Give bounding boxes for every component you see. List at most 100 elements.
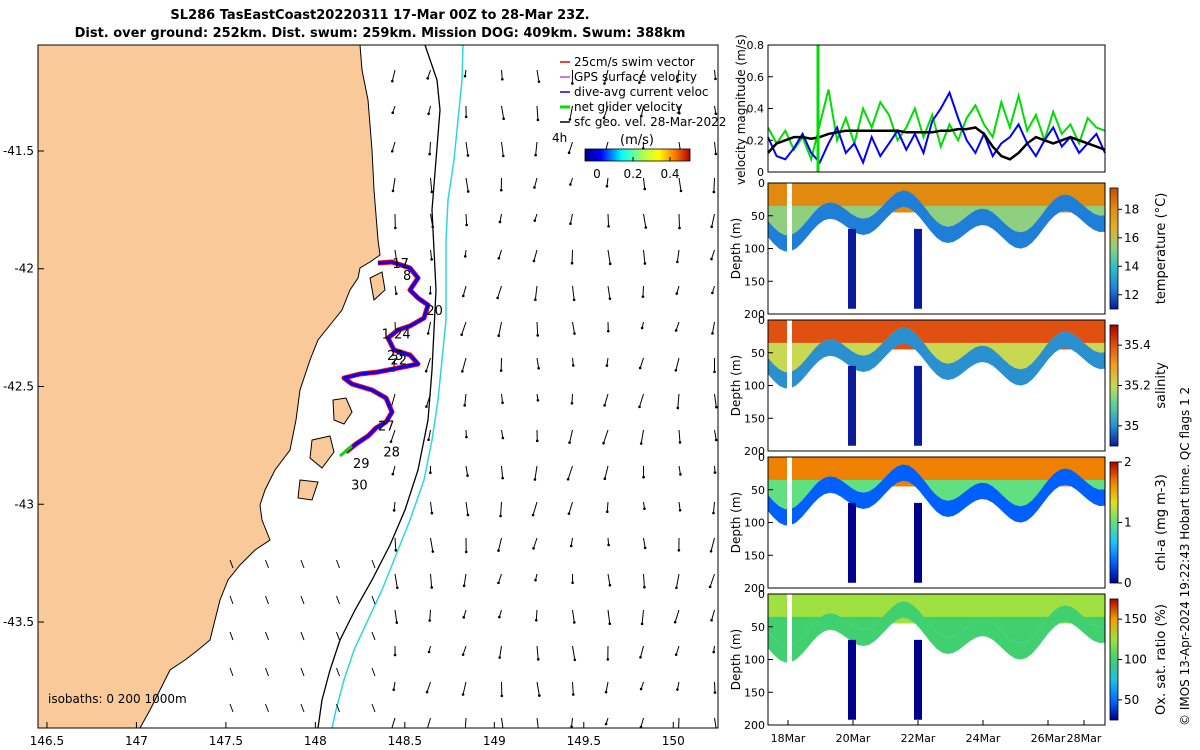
depth-tick-label: 200 [744,582,765,595]
depth-tick-label: 0 [758,588,765,601]
track-day-label: 17 [392,257,409,272]
time-tick-label: 24Mar [966,732,1001,745]
track-day-label: 25 [387,349,404,364]
time-tick-label: 22Mar [901,732,936,745]
depth-tick-label: 150 [744,412,765,425]
colorbar-tick-label: 16 [1124,231,1139,245]
legend-item-label: 25cm/s swim vector [574,55,695,69]
time-tick-label: 28Mar [1067,732,1102,745]
depth-tick-label: 100 [744,517,765,530]
map-x-ticks: 146.5 147 147.5 148 148.5 149 149.5 150 [30,722,685,748]
track-day-label: 29 [353,457,370,472]
chart-title-line1: SL286 TasEastCoast20220311 17-Mar 00Z to… [170,8,590,23]
speed-colorbar: (m/s) 0 0.2 0.4 [584,133,691,181]
map-x-tick-label: 146.5 [30,734,64,748]
colorbar-tick-label: 12 [1124,288,1139,302]
track-day-label: 1 [382,328,390,343]
tasmania-land [38,45,381,728]
track-day-label: 24 [394,328,411,343]
depth-tick-label: 50 [751,210,765,223]
map-y-tick-label: -42.5 [3,380,34,394]
colorbar-tick-label: 50 [1124,693,1139,707]
colorbar-title: chl-a (mg m-3) [1154,474,1169,571]
colorbar-title: salinity [1154,362,1169,409]
time-tick-label: 18Mar [771,732,806,745]
velocity-y-tick-label: 0.8 [747,39,765,52]
colorbar-tick-label: 0.2 [623,167,642,181]
track-day-label: 27 [378,420,395,435]
velocity-y-tick-label: 0.4 [747,103,765,116]
track-day-label: 8 [403,269,411,284]
colorbar-tick-label: 35.2 [1124,379,1151,393]
map-x-tick-label: 149 [483,734,506,748]
depth-axis-label: Depth (m) [729,218,743,279]
time-axis-ticks: 18Mar 20Mar 22Mar 24Mar 26Mar 28Mar [771,720,1102,745]
colorbar-tick-label: 35.4 [1124,338,1151,352]
colorbar-tick-label: 0 [593,167,601,181]
profile-heatmap-panel: 0 50 100 150 200 Depth (m) 12 14 16 18 temperature… [729,177,1169,321]
depth-tick-label: 0 [758,177,765,190]
colorbar-tick-label: 18 [1124,202,1139,216]
chart-title-line2: Dist. over ground: 252km. Dist. swum: 25… [74,26,686,41]
depth-tick-label: 150 [744,686,765,699]
colorbar-tick-label: 100 [1124,653,1147,667]
map-y-tick-label: -43.5 [3,615,34,629]
depth-axis-label: Depth (m) [729,492,743,553]
map-y-tick-label: -43 [14,497,34,511]
velocity-y-tick-label: 0 [757,166,764,179]
legend-item-label: GPS surface velocity [574,70,697,84]
track-day-label: 22 [391,354,408,369]
velocity-series-line [767,126,1106,161]
depth-tick-label: 50 [751,484,765,497]
colorbar-tick-label: 150 [1124,612,1147,626]
map-x-tick-label: 149.5 [567,734,601,748]
time-tick-label: 26Mar [1031,732,1066,745]
depth-tick-label: 0 [758,314,765,327]
colorbar-tick-label: 14 [1124,259,1139,273]
track-day-label: 20 [426,304,443,319]
depth-axis-label: Depth (m) [729,629,743,690]
colorbar-title: temperature (°C) [1154,193,1169,305]
colorbar-title: Ox. sat. ratio (%) [1154,604,1169,715]
map-x-tick-label: 148.5 [388,734,422,748]
map-x-tick-label: 148 [304,734,327,748]
velocity-series-line [767,90,1106,166]
map-x-tick-label: 147.5 [209,734,243,748]
depth-tick-label: 150 [744,549,765,562]
isobaths-label: isobaths: 0 200 1000m [48,692,187,706]
map-y-ticks: -41.5 -42 -42.5 -43 -43.5 [3,144,44,629]
legend-item-label: dive-avg current veloc [574,85,709,99]
isobath-200m [317,45,441,728]
depth-tick-label: 200 [744,445,765,458]
depth-tick-label: 50 [751,621,765,634]
map-y-tick-label: -41.5 [3,144,34,158]
depth-tick-label: 200 [744,308,765,321]
velocity-panel: 0 0.2 0.4 0.6 0.8 velocity magnitude (m/s) [734,34,1106,185]
velocity-ylabel: velocity magnitude (m/s) [734,34,748,185]
velocity-y-tick-label: 0.2 [747,134,765,147]
profile-heatmap-panel: 0 50 100 150 200 Depth (m) 50 100 150 Ox. sat. ra… [729,588,1169,732]
colorbar-tick-label: 0.4 [660,167,679,181]
colorbar-tick-label: 0 [1124,576,1132,590]
depth-axis-label: Depth (m) [729,355,743,416]
time-tick-label: 20Mar [836,732,871,745]
glider-track-net [339,444,353,458]
depth-tick-label: 50 [751,347,765,360]
depth-tick-label: 100 [744,243,765,256]
depth-tick-label: 100 [744,654,765,667]
credit-text: © IMOS 13-Apr-2024 19:22:43 Hobart time.… [1178,386,1192,726]
glider-track-current [342,260,430,454]
legend-item-label: sfc geo. vel. 28-Mar-2022 [574,115,726,129]
legend-extra-label: 4h [552,131,567,145]
peninsula-land [297,271,386,501]
track-day-label: 30 [351,478,368,493]
colorbar-tick-label: 1 [1124,516,1132,530]
colorbar-label: (m/s) [620,133,654,148]
isobath-1000m [331,45,464,728]
depth-tick-label: 0 [758,451,765,464]
legend-item-label: net glider velocity [574,100,682,114]
